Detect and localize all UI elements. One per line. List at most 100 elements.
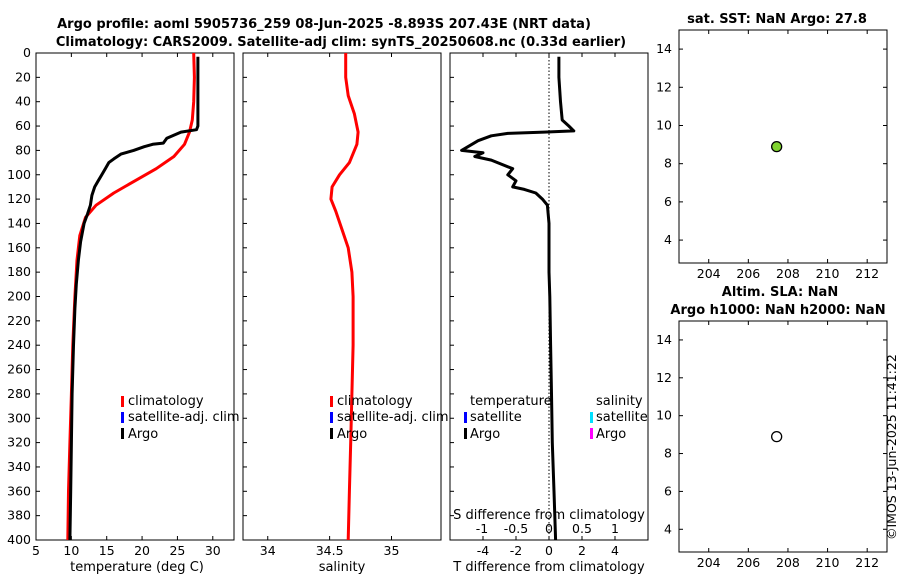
x-tick-label: 34 [260,543,276,558]
x-tick-label: 204 [697,555,721,570]
legend-satellite-adj-swatch [330,412,333,423]
y-tick-label: 8 [664,156,672,171]
x-tick-label: 206 [736,555,760,570]
series-argo-line [460,56,576,541]
y-tick-label: 12 [656,79,672,94]
plot-frame [35,52,235,541]
x-tick-label: 15 [99,543,115,558]
y-tick-label: 80 [15,142,31,157]
sla-title-line-1: Altim. SLA: NaN [722,285,838,300]
series-climatology-line [66,52,196,541]
temperature-panel: 5 10 15 20 25 3002040608010012014016018020022… [7,45,235,558]
y-tick-label: 6 [664,194,672,209]
top-x-tick-label: 0.5 [572,521,592,536]
legend-salinity-header: salinity [596,394,643,409]
y-tick-label: 60 [15,118,31,133]
sst-map-panel: 204 206 208 210 212 4 6 8 10 12 14 [656,29,888,281]
sst-title: sat. SST: NaN Argo: 27.8 [687,12,867,27]
x-tick-label: 5 [32,543,40,558]
y-tick-label: 40 [15,94,31,109]
legend-t-satellite-label: satellite [470,410,522,425]
y-tick-label: 6 [664,483,672,498]
x-tick-label: 206 [736,266,760,281]
y-tick-label: 240 [7,337,31,352]
x-tick-label: 25 [169,543,185,558]
x-tick-label: 35 [384,543,400,558]
salinity-xlabel: salinity [319,560,366,575]
y-tick-label: 300 [7,410,31,425]
x-tick-label: 0 [545,543,553,558]
x-tick-label: -2 [510,543,522,558]
salinity-panel: 34 34.5 35 [242,52,442,558]
legend-argo-swatch [121,428,124,439]
legend-argo-label: Argo [128,427,158,442]
plot-frame [242,52,442,541]
x-tick-label: 10 [63,543,79,558]
legend-s-satellite-label: satellite [596,410,648,425]
legend-argo-swatch [330,428,333,439]
top-x-tick-label: 1 [611,521,619,536]
y-tick-label: 360 [7,483,31,498]
legend-t-argo-label: Argo [470,427,500,442]
x-tick-label: 210 [816,555,840,570]
series-climatology-line [329,53,360,541]
difference-legend: temperature salinity satellite Argo sate… [464,394,648,442]
y-tick-label: 200 [7,289,31,304]
y-tick-label: 340 [7,459,31,474]
x-tick-label: 20 [134,543,150,558]
y-tick-label: 10 [656,408,672,423]
legend-satellite-adj-label: satellite-adj. clim [128,410,240,425]
y-tick-label: 140 [7,215,31,230]
sla-title-line-2: Argo h1000: NaN h2000: NaN [670,303,885,318]
y-tick-label: 400 [7,532,31,547]
y-tick-label: 12 [656,370,672,385]
x-tick-label: 204 [697,266,721,281]
y-tick-label: 260 [7,362,31,377]
y-tick-label: 220 [7,313,31,328]
y-tick-label: 180 [7,264,31,279]
map-frame [678,320,888,553]
sla-map-panel: 204 206 208 210 212 4 6 8 10 12 14 [656,320,888,570]
y-tick-label: 20 [15,69,31,84]
x-tick-label: 212 [855,555,879,570]
y-tick-label: 320 [7,435,31,450]
x-tick-label: 212 [855,266,879,281]
x-tick-label: 4 [611,543,619,558]
legend-t-argo-swatch [464,428,467,439]
y-tick-label: 8 [664,446,672,461]
series-argo-line [68,56,200,541]
y-tick-label: 160 [7,240,31,255]
y-tick-label: 380 [7,508,31,523]
legend-climatology-swatch [121,396,124,407]
y-tick-label: 4 [664,232,672,247]
x-tick-label: 208 [776,266,800,281]
legend-s-satellite-swatch [590,412,593,423]
y-tick-label: 4 [664,521,672,536]
legend-climatology-label: climatology [337,394,413,409]
legend-argo-label: Argo [337,427,367,442]
temperature-xlabel: temperature (deg C) [70,560,204,575]
sdiff-top-label: S difference from climatology [453,508,645,523]
t-difference-panel: -4 -2 0 2 4 -1 -0.5 0 0.5 1 [449,52,649,558]
title-line-2: Climatology: CARS2009. Satellite-adj cli… [56,35,626,50]
legend-t-satellite-swatch [464,412,467,423]
temperature-legend: climatology satellite-adj. clim Argo [121,394,240,442]
profile-location-marker [771,140,783,153]
y-tick-label: 100 [7,167,31,182]
y-tick-label: 14 [656,41,672,56]
legend-satellite-adj-swatch [121,412,124,423]
y-tick-label: 120 [7,191,31,206]
title-line-1: Argo profile: aoml 5905736_259 08-Jun-20… [57,17,591,32]
legend-temperature-header: temperature [470,394,552,409]
legend-s-argo-swatch [590,428,593,439]
legend-satellite-adj-label: satellite-adj. clim [337,410,449,425]
map-frame [678,29,888,264]
salinity-legend: climatology satellite-adj. clim Argo [330,394,449,442]
x-tick-label: 30 [205,543,221,558]
legend-climatology-swatch [330,396,333,407]
y-tick-label: 280 [7,386,31,401]
top-x-tick-label: -1 [476,521,488,536]
legend-s-argo-label: Argo [596,427,626,442]
y-tick-label: 0 [23,45,31,60]
